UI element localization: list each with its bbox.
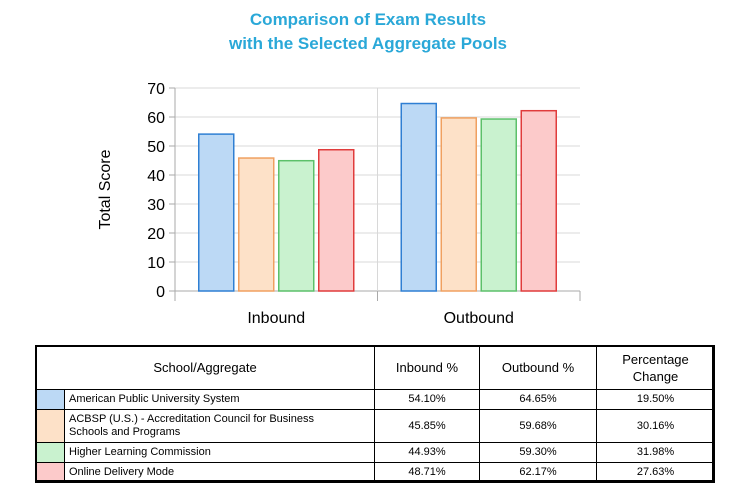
- y-tick-label: 60: [147, 110, 165, 127]
- y-tick-label: 20: [147, 226, 165, 243]
- row-name: ACBSP (U.S.) - Accreditation Council for…: [63, 409, 376, 443]
- table-row: ACBSP (U.S.) - Accreditation Council for…: [35, 409, 716, 443]
- header-percentage-change-text: Percentage Change: [622, 351, 689, 384]
- bar: [400, 102, 437, 292]
- legend-swatch: [35, 389, 65, 410]
- x-category-label: Inbound: [247, 310, 305, 327]
- row-change: 31.98%: [596, 442, 716, 463]
- y-axis-label: Total Score: [97, 149, 114, 229]
- header-inbound: Inbound %: [374, 345, 481, 390]
- y-tick-label: 10: [147, 255, 165, 272]
- bar: [440, 117, 477, 292]
- row-outbound: 64.65%: [479, 389, 598, 410]
- row-name: Higher Learning Commission: [63, 442, 376, 463]
- bar: [318, 148, 355, 292]
- row-change: 30.16%: [596, 409, 716, 443]
- bar: [480, 118, 517, 292]
- header-school-aggregate: School/Aggregate: [34, 345, 376, 390]
- y-tick-label: 50: [147, 139, 165, 156]
- results-table: School/Aggregate Inbound % Outbound % Pe…: [34, 345, 716, 483]
- y-tick-label: 70: [147, 81, 165, 98]
- chart-title-line-2: with the Selected Aggregate Pools: [228, 34, 508, 53]
- row-name-line: Schools and Programs: [69, 426, 181, 438]
- header-percentage-change: Percentage Change: [596, 345, 716, 390]
- row-inbound: 48.71%: [374, 462, 481, 483]
- row-inbound: 45.85%: [374, 409, 481, 443]
- legend-swatch: [35, 462, 65, 483]
- row-outbound: 59.68%: [479, 409, 598, 443]
- table-row: Online Delivery Mode 48.71% 62.17% 27.63%: [35, 462, 716, 483]
- table-row: American Public University System 54.10% 6…: [35, 389, 716, 410]
- legend-swatch: [35, 409, 65, 443]
- row-name: American Public University System: [63, 389, 376, 410]
- chart-title: Comparison of Exam Results with the Sele…: [0, 8, 736, 56]
- bar: [278, 159, 315, 292]
- bar: [238, 157, 275, 292]
- row-change: 19.50%: [596, 389, 716, 410]
- y-tick-label: 30: [147, 197, 165, 214]
- row-name: Online Delivery Mode: [63, 462, 376, 483]
- bar: [520, 109, 557, 292]
- table-row: Higher Learning Commission 44.93% 59.30% 31…: [35, 442, 716, 463]
- row-inbound: 44.93%: [374, 442, 481, 463]
- row-outbound: 59.30%: [479, 442, 598, 463]
- row-name-line: Online Delivery Mode: [69, 466, 175, 478]
- table-header-row: School/Aggregate Inbound % Outbound % Pe…: [34, 345, 716, 390]
- legend-swatch: [35, 442, 65, 463]
- row-name-line: American Public University System: [69, 393, 240, 405]
- y-tick-label: 40: [147, 168, 165, 185]
- bar: [198, 133, 235, 292]
- x-category-label: Outbound: [444, 310, 514, 327]
- header-outbound: Outbound %: [479, 345, 598, 390]
- y-tick-label: 0: [156, 284, 165, 301]
- row-outbound: 62.17%: [479, 462, 598, 483]
- bar-chart: 0 10 20 30 40 50 60 70 Total Score Inbound Outboun…: [97, 81, 581, 327]
- row-inbound: 54.10%: [374, 389, 481, 410]
- row-name-line: ACBSP (U.S.) - Accreditation Council for…: [69, 413, 314, 425]
- row-change: 27.63%: [596, 462, 716, 483]
- row-name-line: Higher Learning Commission: [69, 446, 211, 458]
- chart-title-line-1: Comparison of Exam Results: [249, 10, 487, 29]
